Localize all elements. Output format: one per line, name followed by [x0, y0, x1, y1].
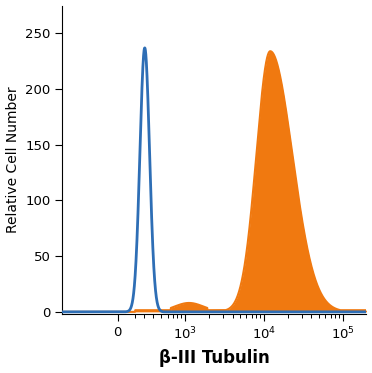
Y-axis label: Relative Cell Number: Relative Cell Number — [6, 87, 20, 233]
X-axis label: β-III Tubulin: β-III Tubulin — [159, 350, 270, 367]
